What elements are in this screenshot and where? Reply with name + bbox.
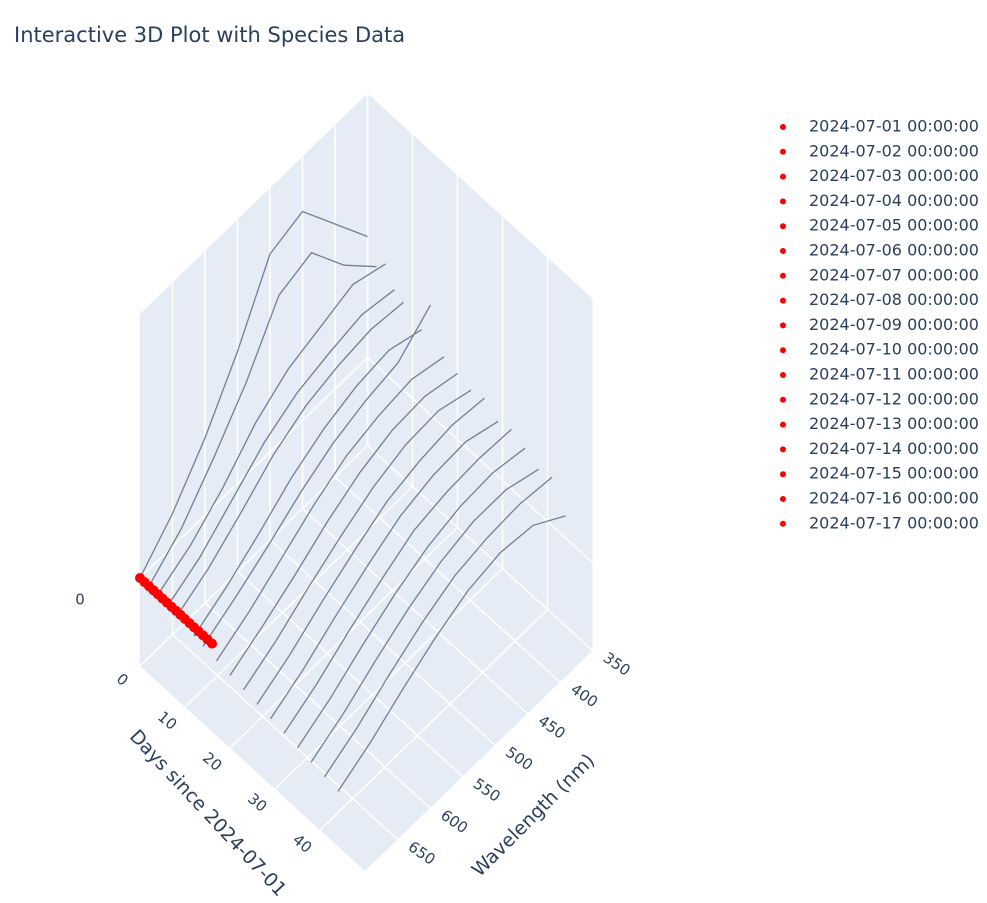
- x-grid-line: [319, 608, 549, 831]
- y-grid-line: [301, 507, 529, 715]
- legend-marker: [780, 124, 786, 130]
- chart-title: Interactive 3D Plot with Species Data: [14, 23, 405, 47]
- legend-marker: [780, 297, 786, 304]
- legend-marker: [780, 223, 786, 230]
- spectrum-line: [157, 263, 386, 595]
- legend-label[interactable]: 2024-07-08 00:00:00: [809, 290, 979, 309]
- spectrum-line: [166, 289, 395, 608]
- spectrum-line: [310, 468, 539, 763]
- x-grid-line: [229, 526, 459, 749]
- floor-pane: [140, 445, 593, 871]
- legend-label[interactable]: 2024-07-03 00:00:00: [809, 166, 979, 185]
- legend-label[interactable]: 2024-07-12 00:00:00: [809, 389, 979, 408]
- y-grid-line: [171, 633, 399, 841]
- legend-marker: [780, 272, 786, 279]
- legend-marker: [780, 372, 786, 378]
- tick-label: 550: [470, 775, 504, 806]
- legend-label[interactable]: 2024-07-16 00:00:00: [809, 489, 979, 508]
- legend-label[interactable]: 2024-07-04 00:00:00: [809, 191, 979, 210]
- marker: [207, 638, 217, 649]
- tick-label: 30: [244, 790, 270, 816]
- legend-label[interactable]: 2024-07-15 00:00:00: [809, 464, 979, 483]
- legend-marker: [780, 520, 786, 527]
- spectrum-line: [337, 515, 566, 792]
- legend-label[interactable]: 2024-07-06 00:00:00: [809, 241, 979, 260]
- tick-label: 10: [154, 708, 180, 734]
- x-grid-line: [274, 567, 504, 790]
- tick-label: 400: [567, 680, 601, 711]
- tick-label: 0: [113, 670, 132, 690]
- legend-label[interactable]: 2024-07-01 00:00:00: [809, 117, 979, 136]
- spectrum-line: [242, 389, 472, 691]
- y-grid-line: [334, 476, 561, 683]
- tick-label: 20: [199, 749, 225, 775]
- tick-label: 450: [535, 712, 569, 743]
- spectrum-line: [323, 476, 553, 778]
- legend-marker: [780, 471, 786, 478]
- legend-label[interactable]: 2024-07-13 00:00:00: [809, 414, 979, 433]
- tick-label: 500: [502, 743, 536, 774]
- y-grid-line: [204, 602, 431, 809]
- spectrum-line: [148, 251, 377, 587]
- legend-marker: [780, 496, 786, 502]
- y-grid-line: [269, 539, 496, 746]
- z-grid-line: [139, 356, 369, 579]
- legend-marker: [780, 347, 786, 354]
- spectrum-line: [296, 447, 526, 749]
- spectrum-line: [193, 329, 422, 637]
- legend-marker: [780, 173, 786, 180]
- x-grid-line: [184, 485, 414, 708]
- spectrum-line: [215, 356, 445, 662]
- legend-label[interactable]: 2024-07-02 00:00:00: [809, 141, 979, 160]
- legend-marker: [780, 322, 786, 329]
- legend-label[interactable]: 2024-07-14 00:00:00: [809, 439, 979, 458]
- spectrum-line: [202, 304, 432, 647]
- legend-marker: [780, 148, 786, 155]
- z-grid-line: [366, 356, 594, 564]
- legend: 2024-07-01 00:00:00 2024-07-02 00:00:00 20…: [780, 117, 979, 532]
- tick-label: 0: [75, 591, 85, 609]
- legend-marker: [780, 421, 786, 428]
- spectrum-line: [229, 372, 458, 676]
- legend-marker: [780, 248, 786, 254]
- tick-label: 350: [600, 649, 634, 680]
- legend-marker: [780, 198, 786, 205]
- legend-label[interactable]: 2024-07-09 00:00:00: [809, 315, 979, 334]
- legend-label[interactable]: 2024-07-10 00:00:00: [809, 340, 979, 359]
- tick-label: 650: [405, 838, 439, 869]
- legend-label[interactable]: 2024-07-11 00:00:00: [809, 365, 979, 384]
- spectrum-line: [269, 420, 499, 720]
- y-axis-title: Wavelength (nm): [468, 750, 600, 882]
- spectrum-line: [139, 210, 368, 579]
- tick-label: 600: [437, 806, 471, 837]
- legend-label[interactable]: 2024-07-17 00:00:00: [809, 513, 979, 532]
- legend-marker: [780, 446, 786, 453]
- legend-label[interactable]: 2024-07-07 00:00:00: [809, 265, 979, 284]
- spectrum-line: [256, 397, 485, 705]
- legend-label[interactable]: 2024-07-05 00:00:00: [809, 216, 979, 235]
- tick-label: 40: [289, 831, 315, 857]
- spectrum-line: [283, 428, 512, 734]
- legend-marker: [780, 396, 786, 403]
- spectrum-line: [175, 301, 404, 618]
